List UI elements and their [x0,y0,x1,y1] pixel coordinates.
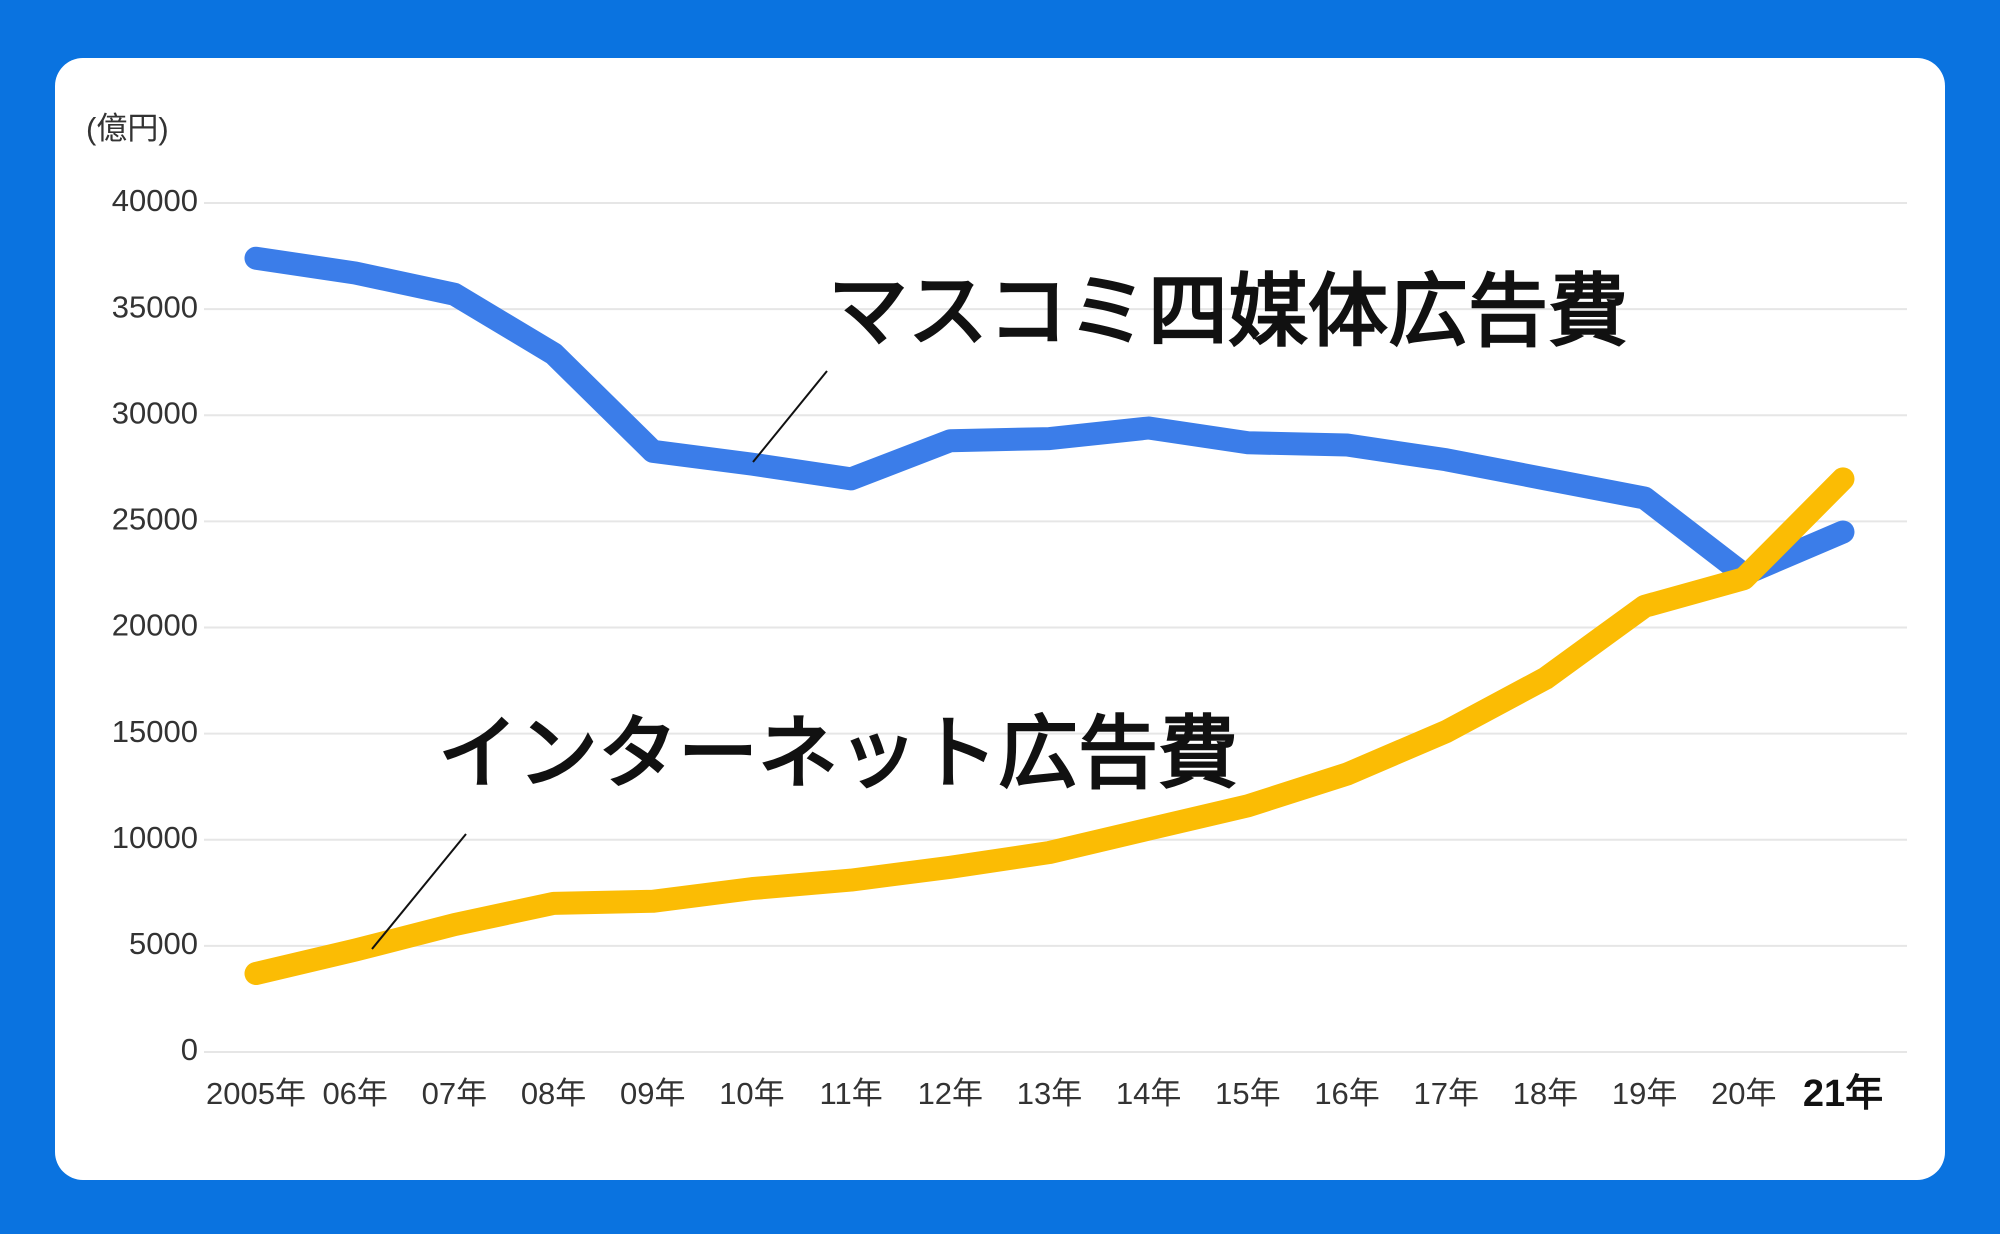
y-tick-label: 15000 [112,714,198,749]
grid: 0 5000 10000 15000 20000 25000 30000 35000 40000… [112,183,1907,1115]
x-tick-label: 21年 [1803,1073,1883,1115]
lines [244,246,1855,985]
x-tick-label: 17年 [1414,1076,1479,1111]
y-tick-label: 25000 [112,502,198,537]
x-tick-label: 16年 [1314,1076,1379,1111]
x-tick-label: 11年 [820,1076,883,1111]
x-tick-label: 20年 [1711,1076,1776,1111]
x-tick-label: 10年 [719,1076,784,1111]
x-tick-label: 09年 [620,1076,685,1111]
x-tick-label: 13年 [1017,1076,1082,1111]
y-tick-label: 0 [181,1032,198,1067]
x-tick-label: 2005年 [206,1076,306,1111]
x-tick-label: 19年 [1612,1076,1677,1111]
y-tick-label: 40000 [112,183,198,218]
leader-line [371,833,467,950]
x-tick-label: 15年 [1215,1076,1280,1111]
x-tick-label: 18年 [1513,1076,1578,1111]
series-label: マスコミ四媒体広告費 [828,267,1628,356]
y-tick-label: 10000 [112,820,198,855]
series-label: インターネット広告費 [438,709,1238,798]
y-tick-label: 20000 [112,608,198,643]
x-tick-label: 12年 [918,1076,983,1111]
y-tick-label: 35000 [112,289,198,324]
y-tick-label: 5000 [129,926,198,961]
chart-panel [55,58,1945,1180]
x-tick-label: 14年 [1116,1076,1181,1111]
x-tick-label: 07年 [422,1076,487,1111]
leader-line [752,370,828,463]
y-axis-label: (億円) [86,111,169,146]
x-tick-label: 06年 [322,1076,387,1111]
x-tick-label: 08年 [521,1076,586,1111]
series-line [244,246,1855,586]
series-line [244,467,1855,985]
y-tick-label: 30000 [112,395,198,430]
